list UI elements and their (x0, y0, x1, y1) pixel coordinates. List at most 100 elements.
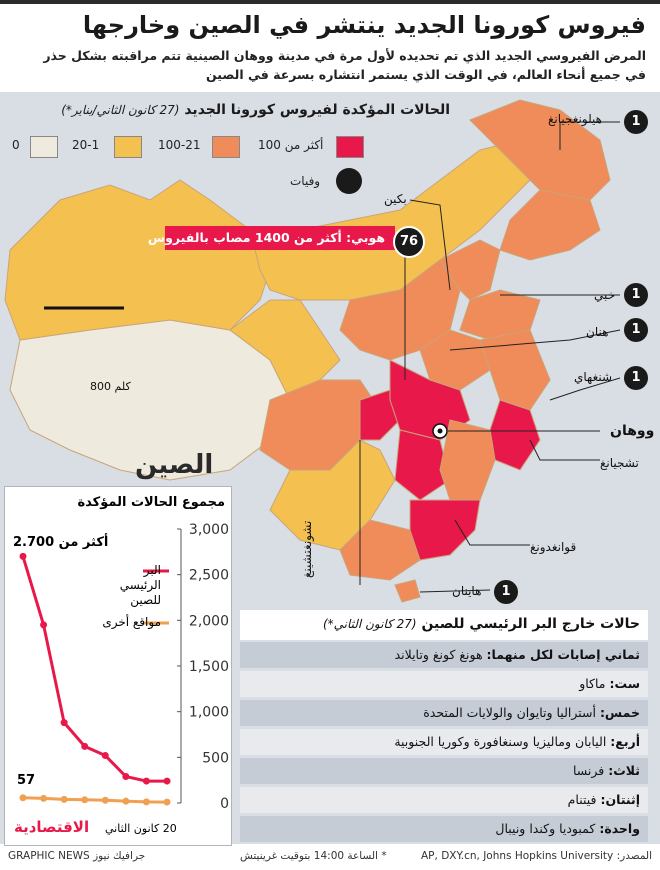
china-map (4, 99, 621, 603)
subtitle-line-2: في جميع أنحاء العالم، في الوقت الذي يستم… (205, 67, 646, 82)
outside-row-value: فرنسا (572, 763, 609, 778)
region-hunan (394, 429, 451, 501)
leader-lines (359, 121, 621, 593)
x-start-label: 20 كانون الثاني (105, 822, 177, 835)
y-tick-label: 2,500 (189, 568, 229, 584)
outside-row-value: اليابان وماليزيا وسنغافورة وكوريا الجنوب… (394, 734, 611, 749)
footer-note: * الساعة 14:00 بتوقيت غرينيتش (240, 850, 387, 862)
series-point-1 (122, 797, 130, 805)
region-yunnan (269, 439, 396, 551)
outside-row: إثنتان: فيتنام (240, 787, 648, 813)
legend-swatch-1-20 (114, 136, 142, 158)
top-rule (0, 0, 660, 4)
region-chongqing (359, 389, 401, 441)
deaths-label: وفيات (290, 174, 321, 188)
footer-source: المصدر: AP, DXY.cn, Johns Hopkins Univer… (421, 850, 652, 862)
outside-row: خمس: أستراليا وتايوان والولايات المتحدة (240, 700, 648, 726)
subtitle-line-1: المرض الفيروسي الجديد الذي تم تحديده لأو… (43, 48, 646, 63)
outside-row: ست: ماكاو (240, 671, 648, 697)
region-jiangsu (479, 329, 551, 411)
outside-row-key: إثنتان: (600, 792, 640, 807)
outside-row-key: خمس: (599, 705, 640, 720)
outside-title-text: حالات خارج البر الرئيسي للصين (421, 616, 640, 632)
series-point-0 (81, 742, 89, 750)
legend-swatch-21-100 (212, 136, 240, 158)
region-zhejiang (489, 399, 541, 471)
y-tick-label: 1,500 (189, 659, 229, 675)
region-inner-mongolia (249, 139, 541, 301)
series-point-1 (60, 795, 68, 803)
death-marker-hebei: 1 (624, 283, 648, 307)
outside-row-key: واحدة: (599, 821, 640, 836)
scale-label: 800 كلم (90, 380, 131, 393)
series-point-0 (122, 773, 130, 781)
hubei-callout: هوبي: أكثر من 1400 مصاب بالفيروس (148, 226, 395, 250)
region-hainan (394, 579, 421, 603)
outside-row-key: ثماني إصابات لكل منهما: (486, 647, 640, 662)
legend-title-text: الحالات المؤكدة لفيروس كورونا الجديد (184, 102, 450, 118)
region-qinghai (229, 299, 341, 401)
outside-row: أربع: اليابان وماليزيا وسنغافورة وكوريا … (240, 729, 648, 755)
series-point-1 (81, 796, 89, 804)
publisher-logo: الاقتصادية (14, 818, 90, 836)
series-point-0 (60, 719, 68, 727)
series-point-1 (40, 794, 48, 802)
chart-title: مجموع الحالات المؤكدة (77, 495, 226, 510)
series-line-0 (21, 555, 167, 783)
hubei-deaths-marker: 76 (393, 226, 425, 258)
china-label: الصين (135, 450, 214, 480)
outside-row-value: كمبوديا وكندا ونيبال (495, 821, 600, 836)
y-tick-label: 1,000 (189, 705, 229, 721)
outside-row-value: هونغ كونغ وتايلاند (394, 647, 487, 662)
series-point-1 (19, 794, 27, 802)
outside-row-value: أستراليا وتايوان والولايات المتحدة (423, 705, 600, 720)
place-heilongjiang: هيلونغجيانغ (548, 112, 602, 126)
outside-row-value: فيتنام (567, 792, 601, 807)
legend-swatch-zero (30, 136, 58, 158)
place-chongqing: تشونغتشينغ (300, 520, 314, 578)
legend-label-over-100: أكثر من 100 (258, 138, 324, 152)
place-shanghai: شنغهاي (574, 370, 613, 384)
wuhan-label: ووهان (610, 423, 655, 439)
series-point-0 (101, 752, 109, 760)
outside-title: حالات خارج البر الرئيسي للصين (27 كانون … (323, 616, 640, 632)
series-point-1 (101, 796, 109, 804)
deaths-icon (336, 168, 362, 194)
cases-line-chart: 3,000 2,500 2,000 1,500 1,000 500 0 (19, 522, 229, 812)
place-hebei: خبي (594, 288, 616, 302)
y-tick-label: 3,000 (189, 522, 229, 538)
place-henan: هنان (586, 325, 609, 339)
annotation-top-value: 2.700 (13, 535, 55, 550)
outside-row-key: أربع: (610, 734, 640, 749)
page-title: فيروس كورونا الجديد ينتشر في الصين وخارج… (82, 11, 646, 39)
y-tick-label: 500 (202, 750, 229, 766)
outside-row: ثماني إصابات لكل منهما: هونغ كونغ وتايلا… (240, 642, 648, 668)
region-xinjiang (4, 179, 271, 341)
legend-label-1-20: 20-1 (72, 138, 100, 152)
annotation-top-label: أكثر من (58, 535, 109, 550)
series-point-0 (142, 777, 150, 785)
legend-mainland: البر الرئيسي للصين (119, 563, 161, 607)
outside-date: (27 كانون الثاني*) (322, 617, 417, 631)
legend-swatch-over-100 (336, 136, 364, 158)
outside-header (240, 610, 648, 640)
place-guangdong: قوانغدونغ (530, 540, 577, 554)
annotation-bottom: 57 (17, 773, 36, 788)
cases-chart-panel: مجموع الحالات المؤكدة 3,000 2,500 2,000 1,5… (4, 486, 232, 846)
outside-row-key: ست: (609, 676, 640, 691)
outside-row: ثلاث: فرنسا (240, 758, 648, 784)
legend-label-21-100: 100-21 (158, 138, 201, 152)
death-marker-heilongjiang: 1 (624, 110, 648, 134)
page-subtitle: المرض الفيروسي الجديد الذي تم تحديده لأو… (14, 46, 646, 84)
series-point-0 (40, 621, 48, 629)
death-marker-hainan: 1 (494, 580, 518, 604)
outside-row-key: ثلاث: (608, 763, 640, 778)
y-tick-label: 2,000 (189, 613, 229, 629)
region-northeast (499, 189, 601, 261)
footer-credit: GRAPHIC NEWS جرافيك نيوز (8, 850, 146, 862)
death-marker-shanghai: 1 (624, 366, 648, 390)
region-hebei (439, 239, 501, 301)
region-guangdong (409, 499, 481, 561)
series-point-0 (163, 777, 171, 785)
legend-other: مواقع أخرى (102, 615, 161, 629)
